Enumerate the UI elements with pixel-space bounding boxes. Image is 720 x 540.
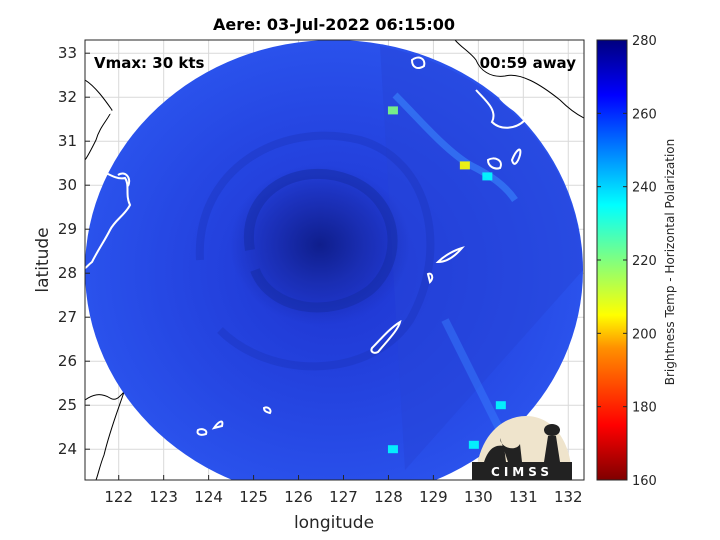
- y-tick-label: 29: [58, 220, 77, 238]
- logo-ground: [472, 462, 572, 480]
- time-away-annotation: 00:59 away: [480, 54, 577, 72]
- island-outline: [196, 428, 208, 436]
- y-tick-label: 32: [58, 88, 77, 106]
- x-tick-label: 126: [284, 488, 313, 506]
- colorbar-tick-label: 260: [632, 107, 657, 122]
- x-tick-label: 130: [464, 488, 493, 506]
- vmax-annotation: Vmax: 30 kts: [94, 54, 204, 72]
- coastline-china: [85, 391, 125, 480]
- logo-building: [484, 445, 506, 462]
- island-outline: [426, 272, 434, 284]
- y-tick-label: 31: [58, 132, 77, 150]
- island-outline: [435, 246, 465, 264]
- island-outline: [486, 157, 502, 170]
- x-tick-label: 128: [374, 488, 403, 506]
- x-tick-label: 132: [554, 488, 583, 506]
- x-axis-label: longitude: [294, 513, 374, 533]
- cimss-logo: CIMSS: [472, 416, 572, 480]
- spiral-band-2: [195, 131, 435, 371]
- x-ticks: 122 123 124 125 126 127 128 129 130 131 132: [104, 475, 583, 506]
- microwave-swath: [85, 40, 583, 480]
- logo-text: CIMSS: [491, 465, 553, 479]
- hotspot-mark: [482, 172, 493, 181]
- colorbar: 280 260 240 220 200 180 160 Brightness Temp - …: [596, 34, 677, 489]
- island-outline: [370, 319, 402, 354]
- coastline-north: [85, 79, 113, 161]
- island-outline: [87, 98, 115, 116]
- logo-tower-tank: [544, 424, 560, 436]
- x-tick-label: 131: [509, 488, 538, 506]
- island-outline: [211, 420, 224, 430]
- x-tick-label: 125: [239, 488, 268, 506]
- colorbar-tick-label: 280: [632, 34, 657, 49]
- y-tick-label: 27: [58, 308, 77, 326]
- y-axis-label: latitude: [33, 227, 53, 292]
- island-outline: [510, 148, 522, 165]
- colorbar-label: Brightness Temp - Horizontal Polarizatio…: [663, 139, 677, 386]
- chart-title: Aere: 03-Jul-2022 06:15:00: [213, 15, 455, 34]
- coastline-korea-japan: [454, 40, 584, 119]
- y-tick-label: 24: [58, 440, 77, 458]
- island-outline: [117, 172, 131, 187]
- x-tick-label: 129: [419, 488, 448, 506]
- x-tick-label: 123: [149, 488, 178, 506]
- colorbar-tick-label: 200: [632, 327, 657, 342]
- y-ticks: 24 25 26 27 28 29 30 31 32 33: [58, 44, 90, 458]
- hotspot-mark: [387, 106, 398, 115]
- island-outline: [85, 169, 132, 269]
- x-tick-label: 127: [329, 488, 358, 506]
- hotspot-mark: [459, 161, 470, 170]
- logo-tower: [544, 436, 560, 462]
- y-tick-label: 30: [58, 176, 77, 194]
- swath-east-sector: [380, 46, 583, 470]
- hotspot-mark: [468, 440, 479, 449]
- x-tick-label: 122: [104, 488, 133, 506]
- storm-eye-region: [230, 165, 410, 325]
- x-tick-label: 124: [194, 488, 223, 506]
- colorbar-tick-label: 160: [632, 474, 657, 489]
- island-outline: [262, 406, 272, 415]
- y-tick-label: 28: [58, 264, 77, 282]
- hotspot-mark: [495, 401, 506, 410]
- island-outlines: [85, 56, 527, 436]
- colorbar-ticks: 280 260 240 220 200 180 160: [597, 34, 657, 489]
- y-tick-label: 26: [58, 352, 77, 370]
- colorbar-tick-label: 180: [632, 401, 657, 416]
- logo-satellite-dish: [500, 438, 522, 462]
- island-outline: [475, 89, 527, 129]
- hotspot-mark: [387, 445, 398, 454]
- colorbar-tick-label: 220: [632, 254, 657, 269]
- island-outline: [410, 56, 426, 69]
- hotspot-layer: [387, 106, 506, 454]
- y-tick-label: 33: [58, 44, 77, 62]
- plot-border: [84, 39, 585, 481]
- colorbar-tick-label: 240: [632, 181, 657, 196]
- spiral-band-1: [243, 168, 398, 313]
- y-tick-label: 25: [58, 396, 77, 414]
- colorbar-scale: [596, 39, 628, 481]
